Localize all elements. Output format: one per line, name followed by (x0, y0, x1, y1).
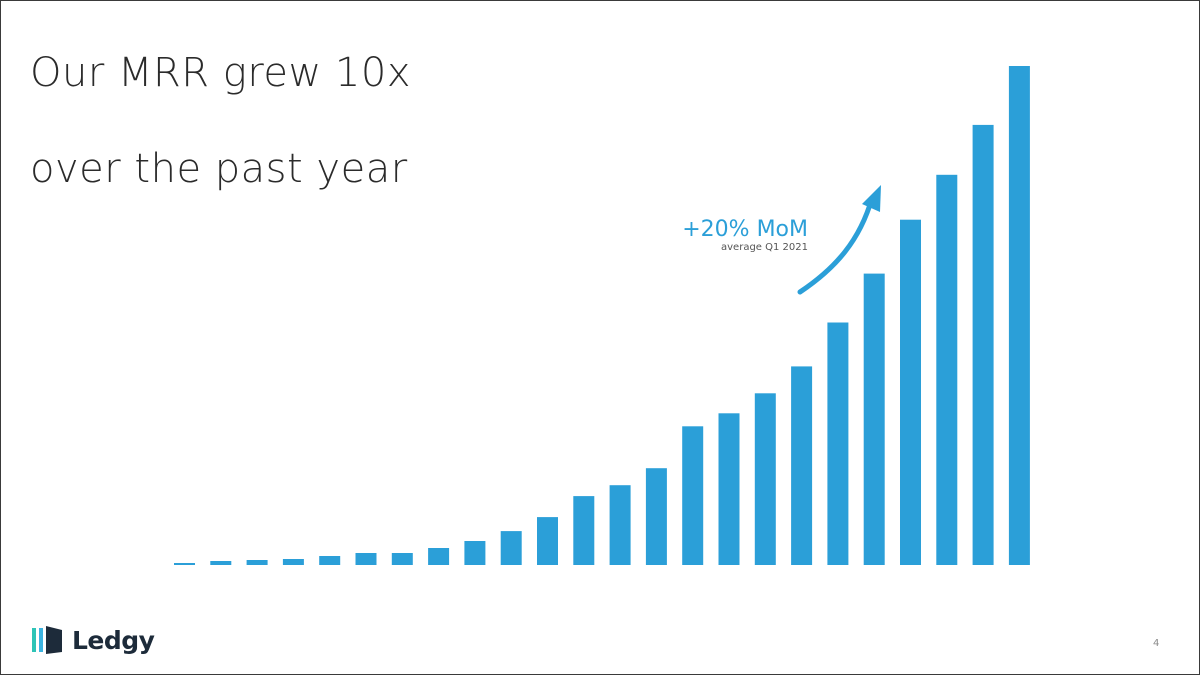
slide-title-line-2: over the past year (30, 146, 408, 192)
annotation-headline: +20% MoM (682, 217, 808, 242)
curved-arrow-up-icon (797, 195, 875, 295)
bar (900, 219, 921, 565)
annotation-subtext: average Q1 2021 (721, 242, 808, 253)
bar (645, 468, 667, 565)
bar (936, 174, 958, 566)
slide-title-line-1: Our MRR grew 10x (30, 50, 411, 96)
bar (246, 560, 268, 565)
bar (464, 541, 486, 565)
arrow-head (862, 185, 881, 212)
bar (428, 548, 450, 565)
bar (863, 273, 885, 565)
bar (682, 426, 704, 565)
ledgy-logo-icon (32, 626, 62, 654)
page-number: 4 (1153, 638, 1160, 649)
logo-text: Ledgy (72, 625, 155, 655)
bar (972, 124, 994, 566)
bar (282, 559, 304, 565)
bar (791, 366, 813, 565)
bar (827, 322, 849, 565)
bar (537, 517, 558, 565)
bar (1008, 66, 1030, 565)
bar (355, 553, 377, 565)
bar (573, 496, 595, 565)
bar (718, 413, 740, 565)
bar (319, 556, 341, 565)
bars-group (174, 66, 1030, 566)
bar (174, 563, 195, 565)
bar (500, 531, 522, 565)
bar (210, 561, 232, 565)
bar (391, 553, 413, 565)
ledgy-logo: Ledgy (32, 622, 155, 658)
bar (609, 485, 631, 565)
bar (754, 393, 776, 565)
